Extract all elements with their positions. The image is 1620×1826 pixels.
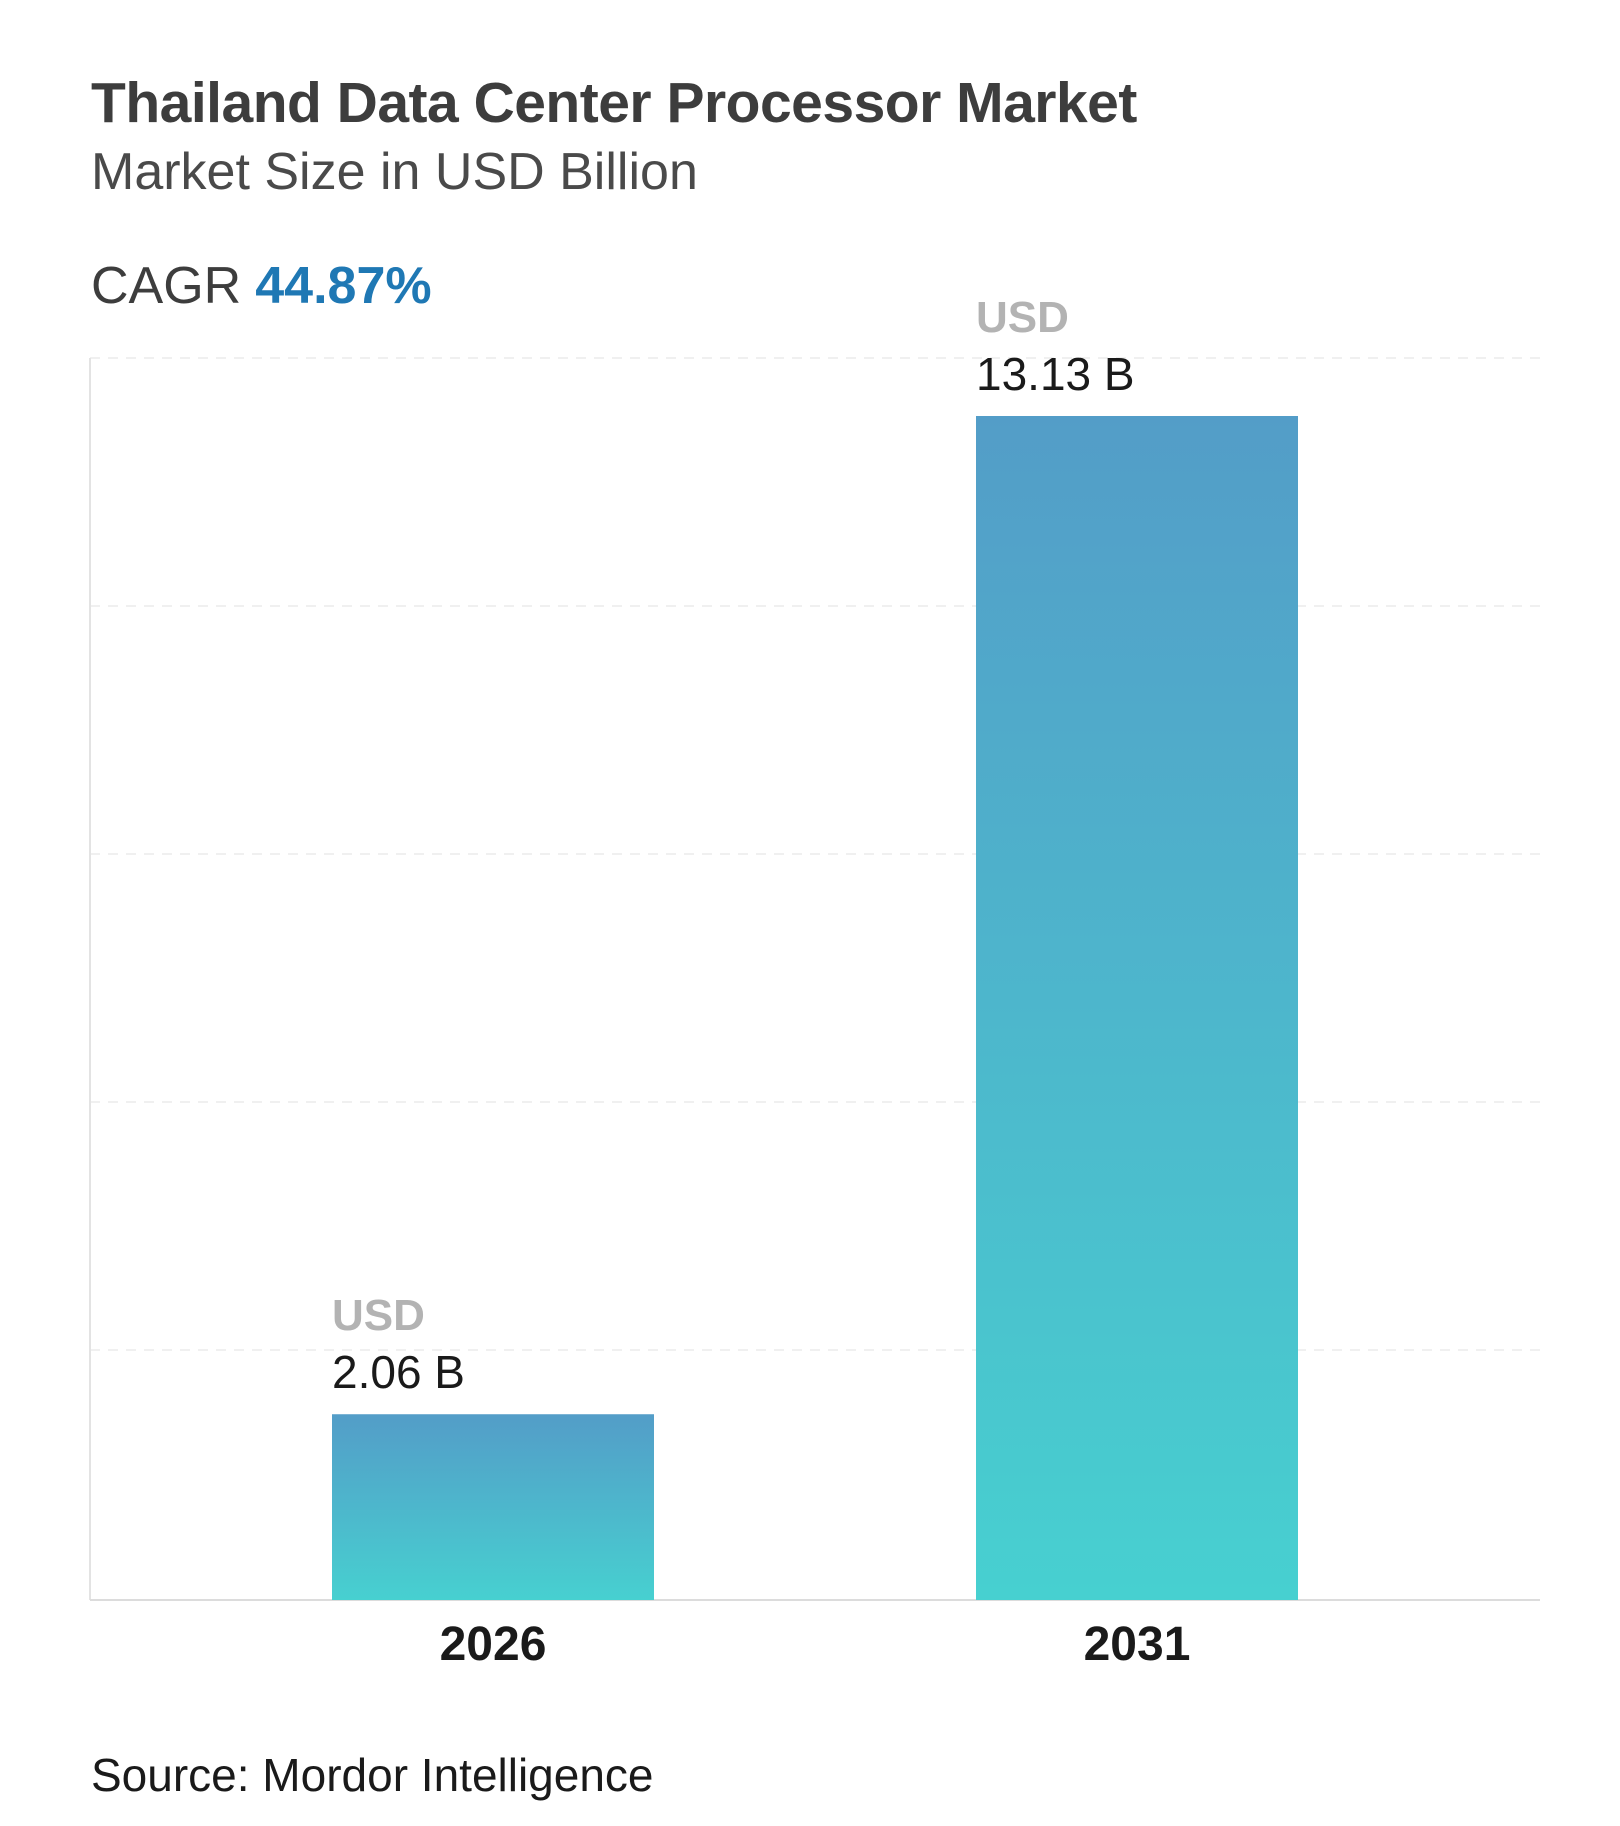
- source-note: Source: Mordor Intelligence: [91, 1749, 654, 1801]
- chart-title: Thailand Data Center Processor Market: [91, 71, 1137, 135]
- chart-subtitle: Market Size in USD Billion: [91, 143, 698, 201]
- bar-labels: USD 2.06 B 2026 USD 13.13 B 2031: [332, 293, 1190, 1671]
- value-label: 13.13 B: [976, 348, 1135, 400]
- cagr-label: CAGR: [91, 257, 242, 315]
- cagr-block: CAGR 44.87%: [91, 256, 432, 316]
- x-tick-label: 2031: [1084, 1618, 1191, 1671]
- gridlines: [90, 357, 1540, 1351]
- value-prefix-label: USD: [976, 293, 1069, 342]
- x-tick-label: 2026: [440, 1618, 547, 1671]
- cagr-value: 44.87%: [255, 257, 432, 315]
- bars: [332, 416, 1298, 1600]
- bar-2026: [332, 1414, 654, 1600]
- value-prefix-label: USD: [332, 1291, 425, 1340]
- value-label: 2.06 B: [332, 1346, 465, 1398]
- bar-2031: [976, 416, 1298, 1600]
